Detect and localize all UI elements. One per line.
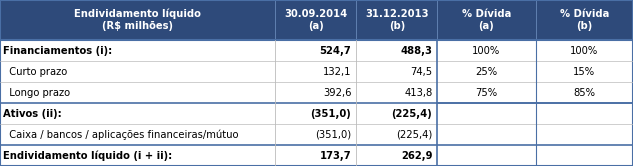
Text: 31.12.2013
(b): 31.12.2013 (b): [365, 9, 429, 31]
Text: (225,4): (225,4): [392, 109, 432, 119]
Bar: [0, 0, 633, 40]
Text: % Dívida
(a): % Dívida (a): [461, 9, 511, 31]
Text: 30.09.2014
(a): 30.09.2014 (a): [284, 9, 348, 31]
Text: 262,9: 262,9: [401, 151, 432, 161]
Text: Endividamento líquido (i + ii):: Endividamento líquido (i + ii):: [3, 150, 172, 161]
Text: 85%: 85%: [573, 87, 595, 97]
Text: 75%: 75%: [475, 87, 498, 97]
Bar: [0, 145, 633, 166]
Text: 100%: 100%: [472, 45, 501, 55]
Text: Caixa / bancos / aplicações financeiras/mútuo: Caixa / bancos / aplicações financeiras/…: [3, 129, 239, 140]
Text: 74,5: 74,5: [410, 67, 432, 77]
Text: Longo prazo: Longo prazo: [3, 87, 70, 97]
Text: 15%: 15%: [573, 67, 595, 77]
Text: 524,7: 524,7: [320, 45, 351, 55]
Text: (225,4): (225,4): [396, 129, 432, 139]
Text: 413,8: 413,8: [404, 87, 432, 97]
Bar: [0, 103, 633, 124]
Text: 392,6: 392,6: [323, 87, 351, 97]
Text: 100%: 100%: [570, 45, 598, 55]
Text: 25%: 25%: [475, 67, 498, 77]
Text: % Dívida
(b): % Dívida (b): [560, 9, 609, 31]
Text: 173,7: 173,7: [320, 151, 351, 161]
Text: Endividamento líquido
(R$ milhões): Endividamento líquido (R$ milhões): [74, 9, 201, 31]
Bar: [0, 82, 633, 103]
Bar: [0, 61, 633, 82]
Text: (351,0): (351,0): [315, 129, 351, 139]
Bar: [0, 124, 633, 145]
Text: Curto prazo: Curto prazo: [3, 67, 68, 77]
Text: Financiamentos (i):: Financiamentos (i):: [3, 45, 113, 55]
Text: 132,1: 132,1: [323, 67, 351, 77]
Text: 488,3: 488,3: [401, 45, 432, 55]
Text: (351,0): (351,0): [311, 109, 351, 119]
Bar: [0, 40, 633, 61]
Text: Ativos (ii):: Ativos (ii):: [3, 109, 62, 119]
